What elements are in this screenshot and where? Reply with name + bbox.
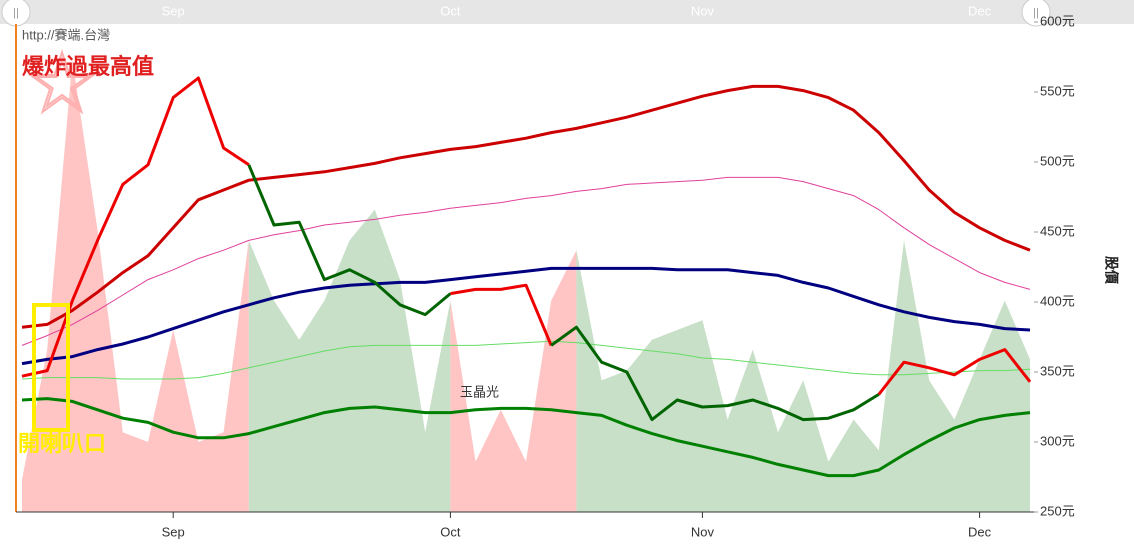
price-line-segment	[21, 76, 250, 378]
annotation: 玉晶光	[460, 384, 499, 399]
x-tick-label: Dec	[968, 524, 992, 539]
navigator-bar	[0, 0, 1134, 24]
area-segment	[450, 250, 577, 512]
price-line-segment	[550, 325, 880, 422]
y-tick-label: 350元	[1040, 363, 1075, 378]
y-tick-label: 450元	[1040, 223, 1075, 238]
annotation: 爆炸過最高值	[22, 54, 154, 79]
y-axis-title: 股價	[1103, 256, 1119, 285]
y-tick-label: 250元	[1040, 503, 1075, 518]
area-segment	[248, 209, 451, 512]
area-segment	[22, 59, 249, 513]
price-line-segment	[877, 348, 1032, 396]
navigator-label: Sep	[162, 3, 185, 18]
x-tick-label: Oct	[440, 524, 461, 539]
line	[21, 84, 1031, 329]
watermark: http://賽端.台灣	[22, 27, 110, 42]
line	[21, 266, 1031, 366]
navigator-label: Dec	[968, 3, 992, 18]
line	[21, 397, 1031, 478]
y-tick-label: 400元	[1040, 293, 1075, 308]
highlight-box	[32, 303, 70, 432]
annotation: 開喇叭口	[18, 431, 106, 456]
plot-area	[21, 59, 1032, 513]
navigator-label: Nov	[691, 3, 715, 18]
y-tick-label: 500元	[1040, 153, 1075, 168]
y-tick-label: 600元	[1040, 13, 1075, 28]
x-tick-label: Nov	[691, 524, 715, 539]
line	[21, 176, 1031, 346]
line	[21, 340, 1031, 380]
star-icon: ☆	[25, 39, 99, 130]
y-tick-label: 300元	[1040, 433, 1075, 448]
y-tick-label: 550元	[1040, 83, 1075, 98]
x-tick-label: Sep	[162, 524, 185, 539]
price-line-segment	[450, 283, 553, 346]
handle-grip: ||	[1033, 7, 1039, 19]
navigator-label: Oct	[440, 3, 461, 18]
handle-grip: ||	[13, 7, 19, 19]
navigator-handle-right[interactable]	[1021, 0, 1051, 27]
price-line-segment	[247, 164, 452, 317]
